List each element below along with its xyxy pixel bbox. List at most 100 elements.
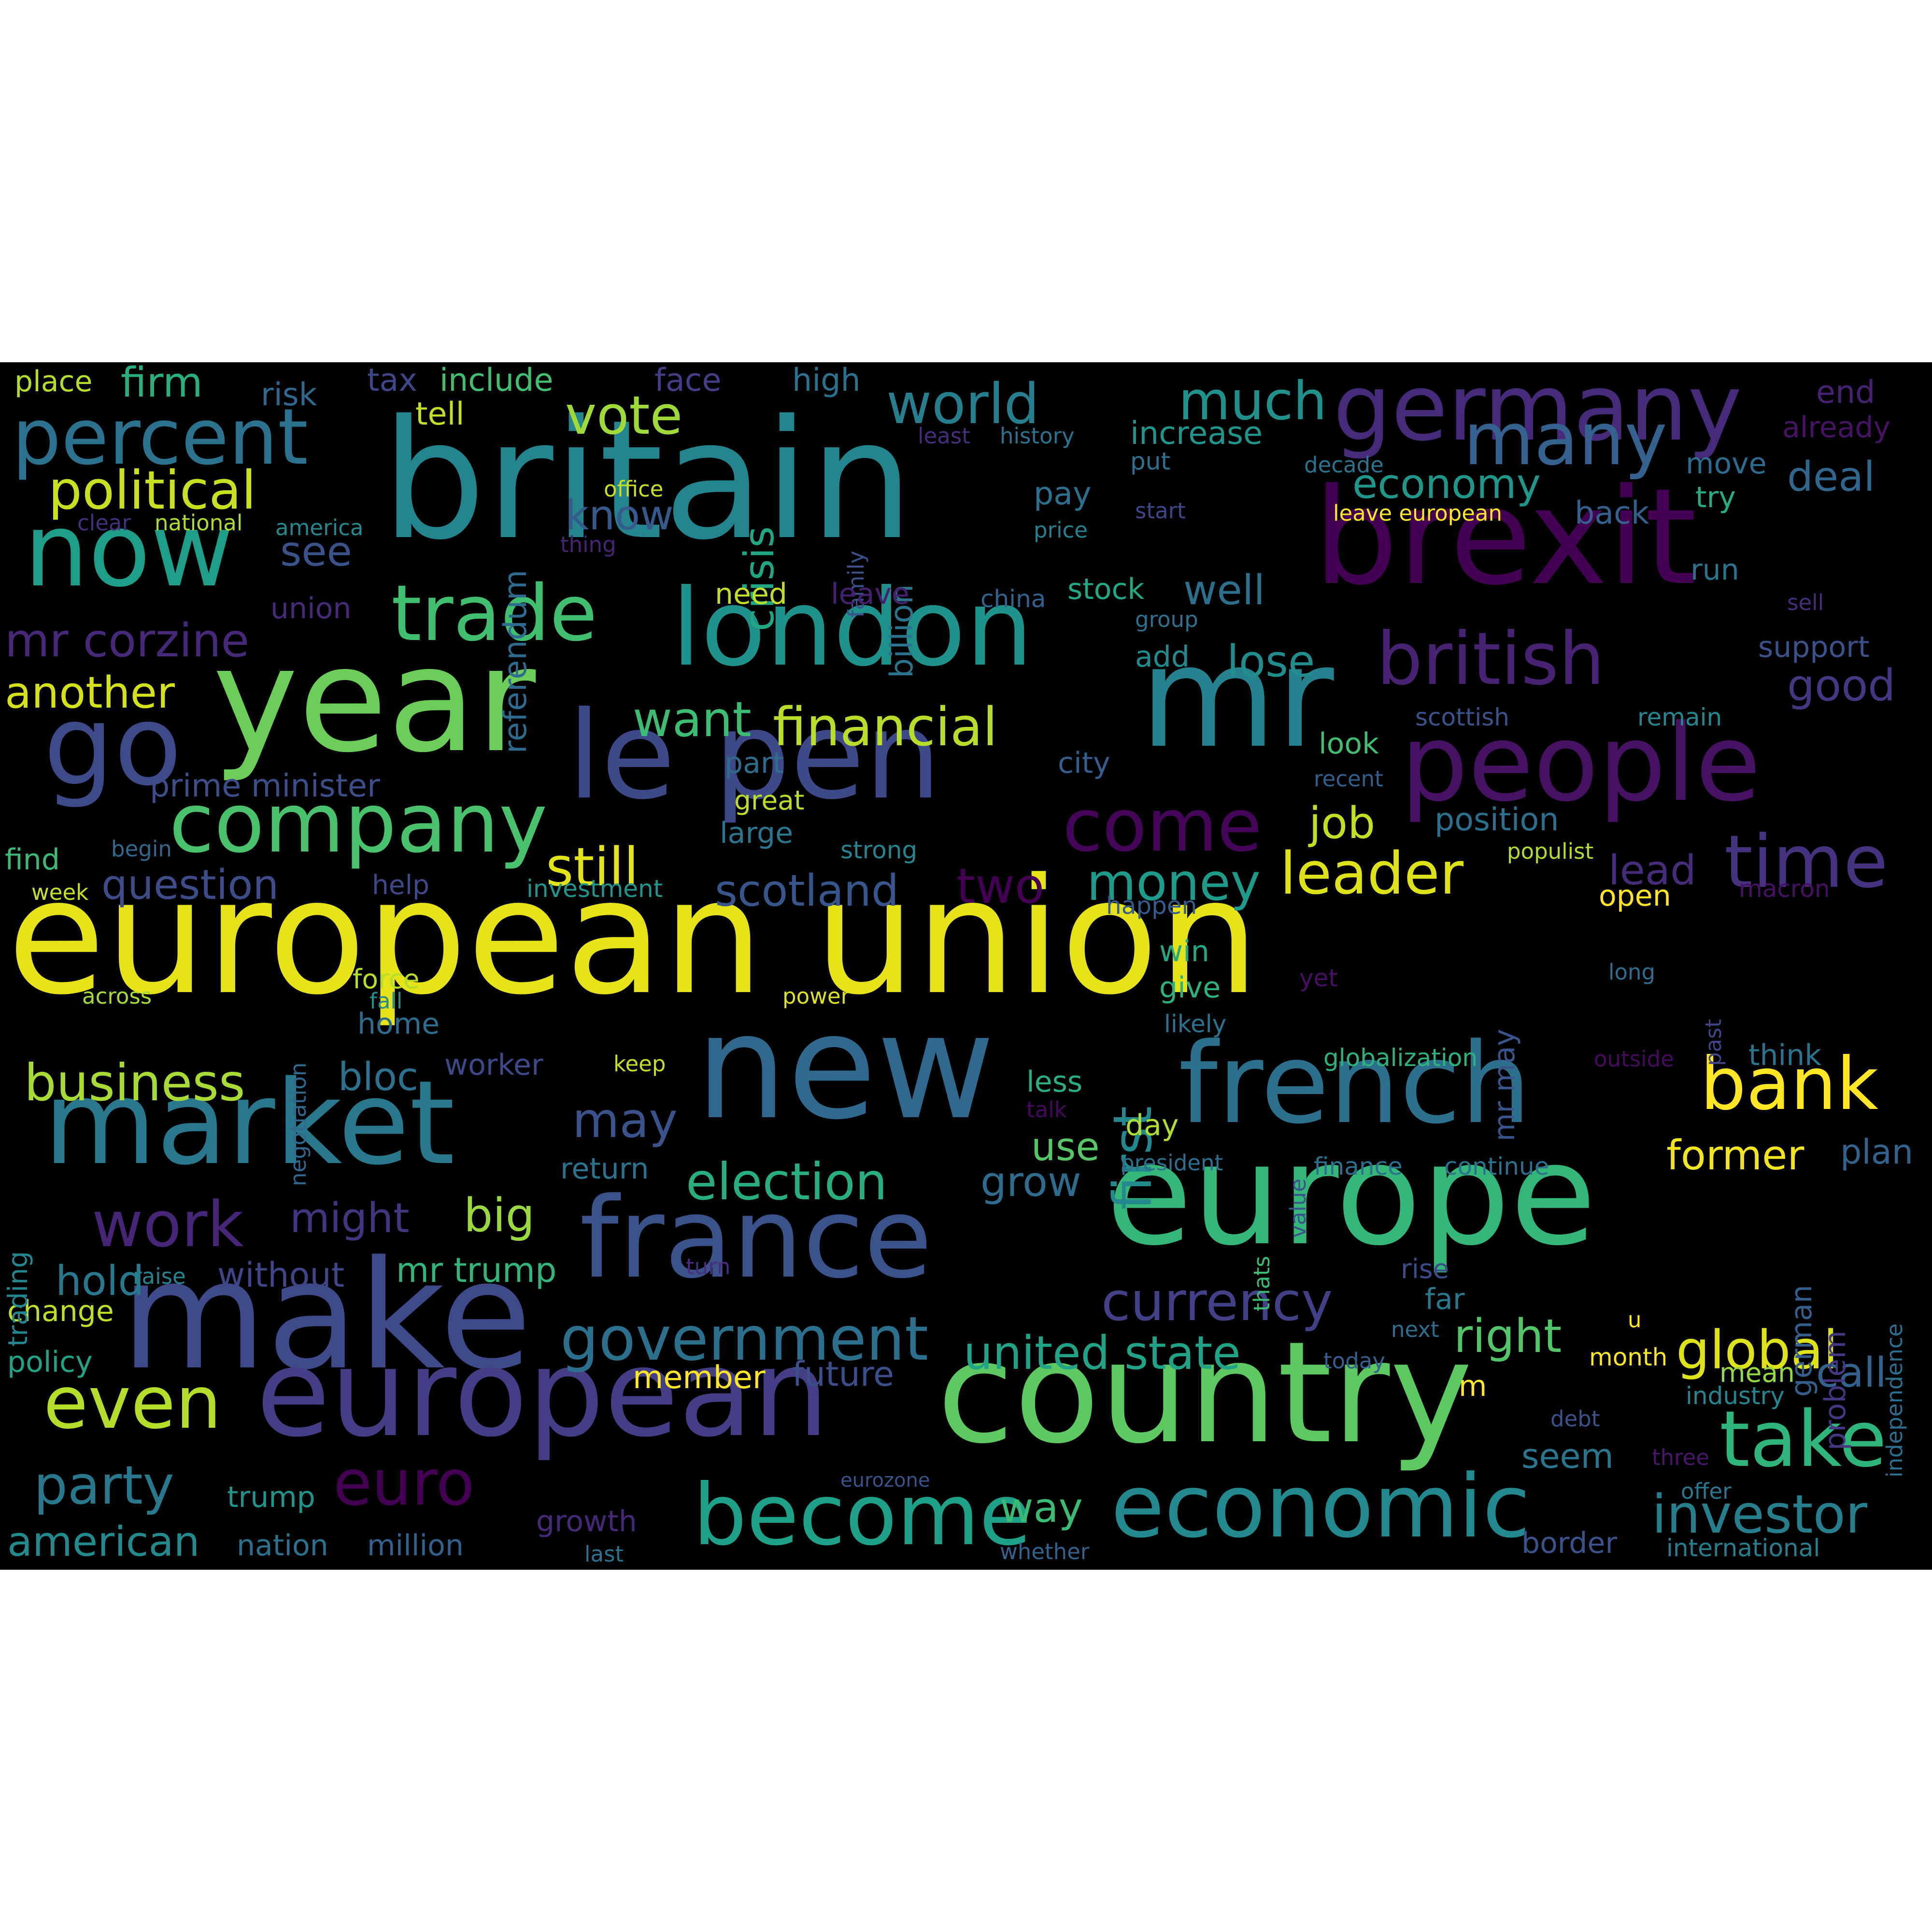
word-strong: strong	[840, 836, 918, 864]
word-globalization: globalization	[1323, 1044, 1478, 1072]
word-likely: likely	[1164, 1010, 1227, 1038]
word-investor: investor	[1652, 1483, 1868, 1545]
word-global: global	[1676, 1319, 1838, 1381]
word-economic: economic	[1111, 1456, 1531, 1557]
word-populist: populist	[1507, 838, 1594, 864]
word-international: international	[1666, 1534, 1820, 1562]
word-come: come	[1063, 784, 1262, 868]
word-part: part	[724, 746, 784, 780]
word-lead: lead	[1608, 847, 1696, 895]
word-brexit: brexit	[1314, 460, 1697, 614]
word-another: another	[5, 668, 175, 718]
word-right: right	[1454, 1310, 1562, 1363]
word-today: today	[1323, 1348, 1385, 1374]
word-go: go	[43, 682, 182, 810]
word-open: open	[1599, 879, 1671, 913]
word-next: next	[1391, 1317, 1439, 1342]
word-least: least	[918, 423, 970, 449]
word-britain: britain	[382, 385, 914, 576]
word-finance: finance	[1314, 1152, 1403, 1180]
word-scottish: scottish	[1415, 703, 1509, 731]
word-china: china	[980, 585, 1046, 613]
word-million: million	[367, 1529, 464, 1563]
word-find: find	[5, 843, 60, 877]
word-vote: vote	[565, 384, 683, 446]
word-think: think	[1748, 1038, 1821, 1072]
word-look: look	[1319, 727, 1379, 761]
word-talk: talk	[1026, 1097, 1067, 1122]
word-firm: firm	[121, 362, 203, 407]
word-european-union: european union	[7, 844, 1260, 1030]
word-make: make	[121, 1229, 532, 1403]
word-past: past	[1701, 1019, 1726, 1066]
word-large: large	[720, 816, 794, 850]
word-without: without	[217, 1255, 345, 1295]
word-value: value	[1285, 1179, 1311, 1238]
word-pay: pay	[1034, 476, 1092, 512]
word-american: american	[7, 1518, 200, 1566]
word-le-pen: le pen	[568, 685, 941, 826]
word-decade: decade	[1304, 452, 1384, 478]
word-business: business	[24, 1053, 245, 1112]
word-sell: sell	[1787, 590, 1824, 615]
word-america: america	[275, 515, 364, 540]
word-lose: lose	[1227, 636, 1315, 687]
word-economy: economy	[1352, 460, 1541, 508]
word-referendum: referendum	[497, 569, 534, 753]
word-london: london	[671, 566, 1033, 690]
word-give: give	[1159, 971, 1221, 1005]
word-country: country	[937, 1312, 1473, 1475]
word-tax: tax	[367, 362, 417, 398]
word-year: year	[213, 616, 536, 784]
word-good: good	[1787, 660, 1896, 711]
word-deal: deal	[1787, 453, 1875, 501]
word-group: group	[1135, 607, 1198, 632]
word-need: need	[715, 577, 787, 611]
word-thats: thats	[1249, 1256, 1275, 1311]
word-trading: trading	[2, 1251, 33, 1347]
word-company: company	[169, 776, 548, 871]
word-investment: investment	[526, 875, 663, 903]
word-know: know	[565, 492, 674, 540]
word-mr-corzine: mr corzine	[5, 614, 250, 668]
word-power: power	[782, 983, 850, 1009]
word-many: many	[1463, 398, 1667, 482]
word-support: support	[1758, 630, 1870, 664]
word-move: move	[1686, 447, 1767, 481]
word-prime-minister: prime minister	[150, 768, 380, 804]
word-office: office	[604, 476, 664, 502]
word-future: future	[792, 1354, 895, 1394]
word-european: european	[256, 1323, 829, 1463]
word-start: start	[1135, 498, 1186, 524]
word-scotland: scotland	[715, 866, 899, 916]
word-leave: leave	[831, 577, 909, 611]
word-leader: leader	[1280, 840, 1464, 908]
word-mr-trump: mr trump	[396, 1250, 557, 1290]
word-hold: hold	[56, 1257, 144, 1305]
word-home: home	[357, 1007, 440, 1041]
word-include: include	[440, 362, 554, 398]
word-add: add	[1135, 640, 1190, 674]
word-euro: euro	[333, 1446, 475, 1520]
word-cloud: european union britain europe brexit mak…	[0, 362, 1932, 1570]
word-face: face	[654, 362, 722, 398]
word-become: become	[693, 1466, 1032, 1564]
word-member: member	[633, 1360, 766, 1396]
word-independence: independence	[1882, 1323, 1907, 1477]
word-two: two	[956, 858, 1045, 914]
word-government: government	[560, 1304, 929, 1374]
word-day: day	[1125, 1108, 1179, 1142]
word-well: well	[1183, 567, 1265, 614]
word-win: win	[1159, 935, 1209, 968]
word-call: call	[1816, 1349, 1887, 1397]
word-election: election	[686, 1152, 888, 1211]
word-europe: europe	[1106, 1114, 1596, 1277]
word-job: job	[1309, 798, 1376, 849]
word-still: still	[546, 836, 639, 898]
word-former: former	[1666, 1132, 1804, 1179]
word-yet: yet	[1299, 964, 1338, 992]
word-keep: keep	[613, 1051, 666, 1077]
word-percent: percent	[12, 392, 308, 482]
word-even: even	[43, 1361, 222, 1445]
word-party: party	[34, 1454, 174, 1516]
